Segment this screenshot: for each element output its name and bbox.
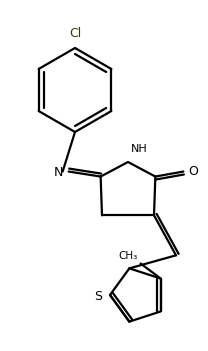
Text: O: O [188, 165, 198, 178]
Text: Cl: Cl [69, 27, 81, 40]
Text: CH₃: CH₃ [118, 251, 138, 260]
Text: N: N [53, 166, 63, 179]
Text: S: S [94, 291, 102, 304]
Text: NH: NH [131, 144, 148, 154]
